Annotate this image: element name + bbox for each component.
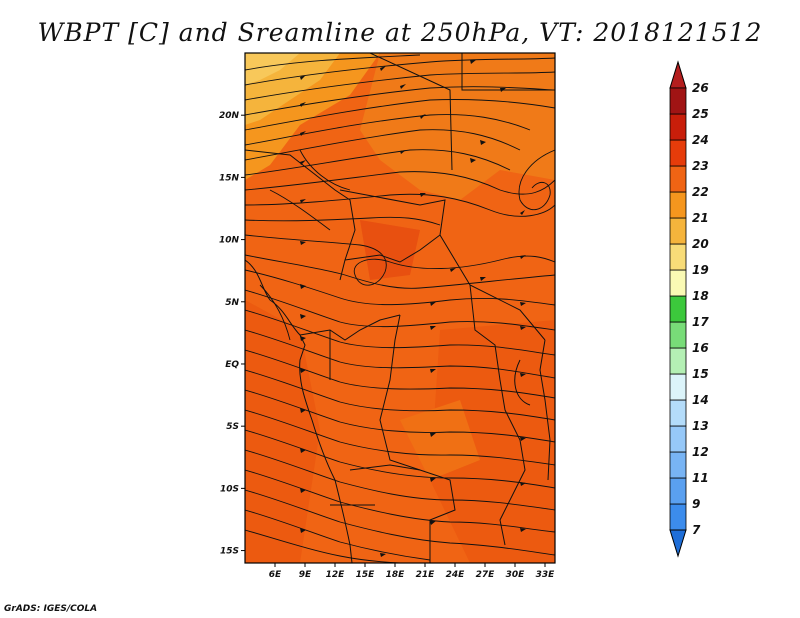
- colorbar-swatch: [669, 295, 687, 323]
- lat-tick-label: 15N: [219, 173, 240, 183]
- colorbar-swatch: [669, 399, 687, 427]
- colorbar-label: 11: [692, 471, 709, 485]
- colorbar-swatch: [669, 139, 687, 167]
- lon-tick-label: 30E: [506, 570, 526, 580]
- colorbar-swatch: [669, 451, 687, 479]
- colorbar-swatch: [669, 503, 687, 531]
- colorbar-label: 21: [692, 211, 709, 225]
- colorbar-label: 20: [692, 237, 709, 251]
- latitude-axis: 20N 15N 10N 5N EQ 5S 10S 15S: [219, 111, 245, 557]
- colorbar-label: 24: [692, 133, 709, 147]
- colorbar-swatch: [669, 425, 687, 453]
- colorbar-label: 15: [692, 367, 709, 381]
- colorbar: 7 9 11 12 13 14 15 16 17 18 19 20 21 22 23 24 25 26: [669, 60, 709, 558]
- colorbar-label: 18: [692, 289, 709, 303]
- colorbar-top-arrow: [669, 60, 687, 89]
- colorbar-label: 22: [692, 185, 709, 199]
- wbpt-field: [245, 53, 555, 563]
- longitude-axis: 6E 9E 12E 15E 18E 21E 24E 27E 30E 33E: [269, 563, 555, 580]
- colorbar-swatch: [669, 321, 687, 349]
- lon-tick-label: 21E: [416, 570, 436, 580]
- colorbar-label: 26: [692, 81, 709, 95]
- colorbar-swatch: [669, 347, 687, 375]
- colorbar-swatch: [669, 243, 687, 271]
- lon-tick-label: 9E: [299, 570, 312, 580]
- lon-tick-label: 18E: [386, 570, 406, 580]
- lat-tick-label: 5N: [225, 298, 239, 308]
- colorbar-label: 9: [692, 497, 700, 511]
- colorbar-swatch: [669, 269, 687, 297]
- colorbar-swatch: [669, 477, 687, 505]
- colorbar-bottom-arrow: [669, 529, 687, 558]
- lat-tick-label: EQ: [225, 360, 239, 370]
- streamlines: [245, 54, 555, 563]
- colorbar-label: 17: [692, 315, 709, 329]
- colorbar-swatch: [669, 87, 687, 115]
- colorbar-swatch: [669, 373, 687, 401]
- lon-tick-label: 15E: [356, 570, 376, 580]
- lon-tick-label: 12E: [326, 570, 346, 580]
- boundaries: [245, 53, 555, 563]
- colorbar-swatch: [669, 217, 687, 245]
- map-frame: [244, 52, 556, 564]
- streamline-arrows: [300, 60, 526, 557]
- chart-title: WBPT [C] and Sreamline at 250hPa, VT: 20…: [37, 18, 763, 47]
- lon-tick-label: 27E: [476, 570, 496, 580]
- colorbar-label: 14: [692, 393, 709, 407]
- colorbar-swatch: [669, 191, 687, 219]
- lat-tick-label: 20N: [219, 111, 240, 121]
- lat-tick-label: 5S: [226, 422, 239, 432]
- colorbar-label: 23: [692, 159, 709, 173]
- lat-tick-label: 15S: [220, 547, 239, 557]
- lon-tick-label: 6E: [269, 570, 282, 580]
- lon-tick-label: 33E: [536, 570, 556, 580]
- colorbar-label: 13: [692, 419, 709, 433]
- credit-label: GrADS: IGES/COLA: [4, 604, 98, 614]
- colorbar-swatch: [669, 165, 687, 193]
- colorbar-label: 19: [692, 263, 709, 277]
- colorbar-label: 25: [692, 107, 709, 121]
- lon-tick-label: 24E: [446, 570, 466, 580]
- colorbar-swatch: [669, 113, 687, 141]
- colorbar-label: 7: [692, 523, 701, 537]
- lat-tick-label: 10N: [219, 236, 240, 246]
- colorbar-label: 12: [692, 445, 709, 459]
- colorbar-label: 16: [692, 341, 709, 355]
- lat-tick-label: 10S: [220, 484, 239, 494]
